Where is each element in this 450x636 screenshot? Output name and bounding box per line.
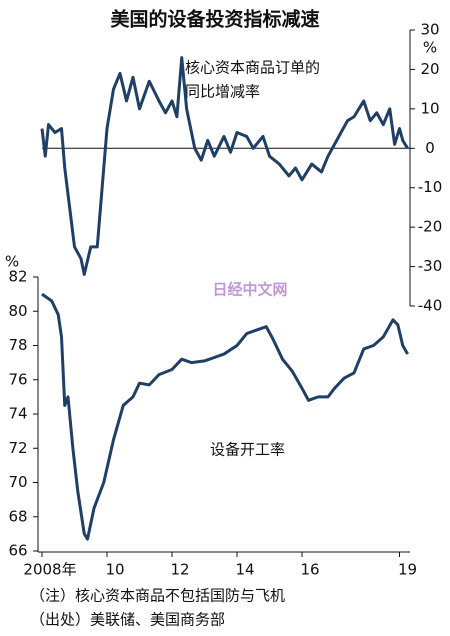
y-tick-label: 72: [8, 439, 27, 457]
x-tick-label: 19: [398, 561, 417, 579]
y2-tick-label: 0: [425, 139, 435, 157]
line-series: [40, 56, 409, 276]
x-tick-label: 14: [235, 561, 254, 579]
note: （出处）美联储、美国商务部: [30, 611, 225, 629]
chart-title: 美国的设备投资指标减速: [110, 8, 319, 31]
y2-tick-label: -10: [418, 178, 443, 196]
y2-tick-label: 10: [420, 99, 439, 117]
annotation: 同比增减率: [185, 83, 260, 101]
note: （注）核心资本商品不包括国防与飞机: [30, 587, 285, 605]
annotation: 核心资本商品订单的: [185, 59, 320, 77]
y2-tick-label: 20: [420, 60, 439, 78]
watermark: 日经中文网: [212, 281, 287, 299]
y2-tick-label: 30: [420, 21, 439, 39]
y-tick-label: 74: [8, 405, 27, 423]
y-tick-label: 82: [8, 268, 27, 286]
y-tick-label: 66: [8, 542, 27, 560]
x-tick-label: 2008年: [23, 561, 76, 579]
y2-tick-label: -30: [418, 257, 443, 275]
y-tick-label: 68: [8, 507, 27, 525]
annotation: 设备开工率: [210, 441, 285, 459]
x-tick-label: 10: [105, 561, 124, 579]
y-tick-label: 70: [8, 473, 27, 491]
y-unit: %: [5, 253, 19, 271]
y2-unit: %: [423, 39, 437, 57]
y-tick-label: 76: [8, 370, 27, 388]
line-series: [41, 292, 409, 541]
x-tick-label: 12: [170, 561, 189, 579]
y-tick-label: 78: [8, 336, 27, 354]
y-tick-label: 80: [8, 302, 27, 320]
y2-tick-label: -20: [418, 218, 443, 236]
y2-tick-label: -40: [418, 297, 443, 315]
x-tick-label: 16: [300, 561, 319, 579]
